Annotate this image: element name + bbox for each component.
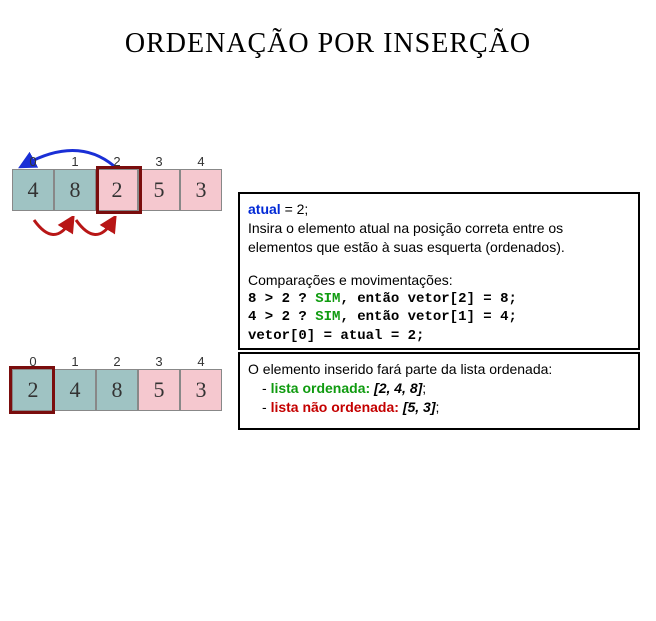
code-line: 4 > 2 ? SIM, então vetor[1] = 4; [248, 308, 630, 327]
cells-row: 2 4 8 5 3 [12, 369, 222, 411]
list-values: [5, 3] [403, 399, 436, 415]
text: ; [422, 380, 426, 396]
text: vetor[1] = 4; [408, 309, 517, 325]
index-label: 0 [12, 154, 54, 169]
text-sim: SIM [315, 309, 340, 325]
array-cell: 5 [138, 169, 180, 211]
code-line: 8 > 2 ? SIM, então vetor[2] = 8; [248, 290, 630, 309]
code-line: vetor[0] = atual = 2; [248, 327, 630, 346]
list-line: - lista não ordenada: [5, 3]; [248, 398, 630, 417]
array-cell: 3 [180, 369, 222, 411]
index-label: 4 [180, 154, 222, 169]
text: , então [340, 309, 407, 325]
index-label: 2 [96, 354, 138, 369]
label-ordered: lista ordenada: [271, 380, 374, 396]
text: , então [340, 291, 407, 307]
keyword-atual: atual [248, 201, 281, 217]
index-label: 1 [54, 154, 96, 169]
text-line: atual = 2; [248, 200, 630, 219]
red-arrows [12, 216, 222, 256]
cells-row: 4 8 2 5 3 [12, 169, 222, 211]
index-label: 0 [12, 354, 54, 369]
text-line: O elemento inserido fará parte da lista … [248, 360, 630, 379]
text-sim: SIM [315, 291, 340, 307]
text: ; [436, 399, 440, 415]
array-cell: 4 [12, 169, 54, 211]
list-values: [2, 4, 8] [374, 380, 422, 396]
array-bottom: 0 1 2 3 4 2 4 8 5 3 [8, 354, 222, 411]
page-title: ORDENAÇÃO POR INSERÇÃO [0, 28, 656, 60]
text-line: Comparações e movimentações: [248, 271, 630, 290]
explanation-panel: atual = 2; Insira o elemento atual na po… [238, 192, 640, 350]
result-panel: O elemento inserido fará parte da lista … [238, 352, 640, 430]
array-cell: 4 [54, 369, 96, 411]
label-unordered: lista não ordenada: [271, 399, 403, 415]
indices-row: 0 1 2 3 4 [12, 154, 222, 169]
text: vetor[2] = 8; [408, 291, 517, 307]
index-label: 3 [138, 154, 180, 169]
text: 8 > 2 ? [248, 291, 315, 307]
index-label: 2 [96, 154, 138, 169]
text: = 2; [281, 201, 309, 217]
index-label: 1 [54, 354, 96, 369]
index-label: 4 [180, 354, 222, 369]
array-cell: 2 [12, 369, 54, 411]
index-label: 3 [138, 354, 180, 369]
array-cell: 3 [180, 169, 222, 211]
text-line: Insira o elemento atual na posição corre… [248, 219, 630, 257]
array-top: 0 1 2 3 4 4 8 2 5 3 [8, 154, 222, 211]
list-line: - lista ordenada: [2, 4, 8]; [248, 379, 630, 398]
array-cell: 8 [96, 369, 138, 411]
array-cell: 5 [138, 369, 180, 411]
text: 4 > 2 ? [248, 309, 315, 325]
array-cell: 2 [96, 169, 138, 211]
indices-row: 0 1 2 3 4 [12, 354, 222, 369]
array-cell: 8 [54, 169, 96, 211]
